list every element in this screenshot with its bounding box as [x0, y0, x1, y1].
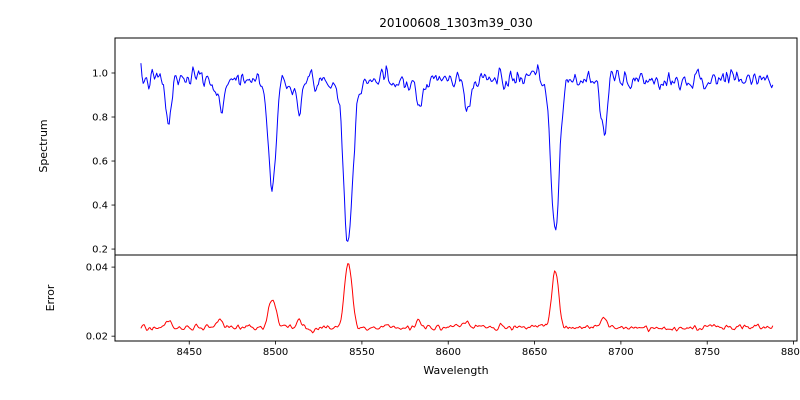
x-tick-label: 8650	[522, 347, 547, 358]
spectrum-y-tick-label: 0.8	[92, 113, 108, 124]
spectrum-y-tick-label: 0.2	[92, 245, 108, 256]
error-y-tick-label: 0.04	[86, 263, 108, 274]
spectrum-y-tick-label: 0.6	[92, 157, 108, 168]
x-axis-label: Wavelength	[423, 364, 488, 377]
error-y-tick-label: 0.02	[86, 332, 108, 343]
x-tick-label: 8450	[177, 347, 202, 358]
error-panel-border	[114, 254, 798, 342]
error-line	[140, 263, 774, 334]
chart-title: 20100608_1303m39_030	[379, 16, 532, 30]
spectrum-ylabel: Spectrum	[37, 119, 50, 172]
x-tick-label: 8700	[608, 347, 633, 358]
spectrum-panel-border	[114, 37, 798, 256]
spectrum-y-tick-label: 0.4	[92, 201, 108, 212]
spectrum-y-tick-label: 1.0	[92, 68, 108, 79]
spectrum-line	[140, 63, 774, 242]
error-ylabel: Error	[44, 284, 57, 311]
error-y-ticks: 0.02 0.04	[86, 263, 115, 343]
x-tick-label: 8500	[263, 347, 288, 358]
x-tick-label: 8750	[694, 347, 719, 358]
x-tick-label: 8550	[349, 347, 374, 358]
x-tick-label: 8600	[436, 347, 461, 358]
spectrum-y-ticks: 0.2 0.4 0.6 0.8 1.0	[92, 68, 115, 256]
